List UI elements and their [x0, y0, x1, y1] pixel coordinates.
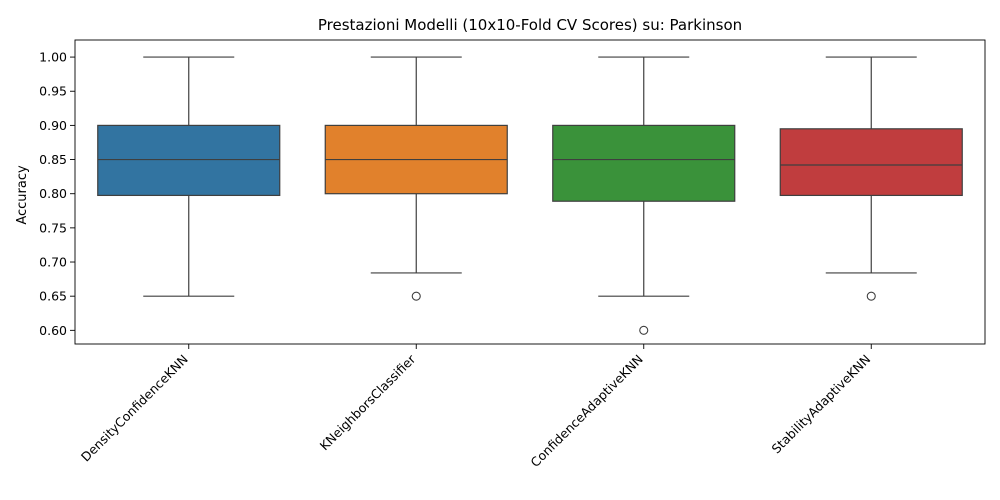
x-tick-label: StabilityAdaptiveKNN [768, 352, 873, 457]
y-tick-label: 0.60 [39, 323, 67, 338]
x-tick-label: DensityConfidenceKNN [78, 352, 191, 465]
plot-frame [74, 39, 986, 345]
box-StabilityAdaptiveKNN [779, 56, 963, 301]
outlier-point [639, 325, 649, 335]
y-tick-label: 0.85 [39, 152, 67, 167]
x-axis-ticks: DensityConfidenceKNN KNeighborsClassifier… [78, 344, 873, 470]
box-series [97, 56, 963, 335]
box-KNeighborsClassifier [324, 56, 508, 301]
y-axis-ticks: 0.60 0.65 0.70 0.75 0.80 0.85 0.90 0.95 1.00 [39, 50, 75, 338]
y-axis-label: Accuracy [15, 165, 30, 225]
y-tick-label: 0.80 [39, 186, 67, 201]
y-tick-label: 0.65 [39, 289, 67, 304]
outlier-point [411, 291, 421, 301]
chart-title: Prestazioni Modelli (10x10-Fold CV Score… [318, 16, 742, 34]
x-tick-label: ConfidenceAdaptiveKNN [527, 352, 645, 470]
outlier-point [866, 291, 876, 301]
y-tick-label: 1.00 [39, 50, 67, 65]
box-ConfidenceAdaptiveKNN [552, 56, 736, 335]
iqr-box [97, 124, 281, 197]
x-tick-label: KNeighborsClassifier [317, 351, 419, 453]
iqr-box [552, 124, 736, 202]
y-tick-label: 0.95 [39, 84, 67, 99]
y-tick-label: 0.75 [39, 220, 67, 235]
box-DensityConfidenceKNN [97, 56, 281, 297]
y-tick-label: 0.70 [39, 255, 67, 270]
iqr-box [779, 128, 963, 197]
y-tick-label: 0.90 [39, 118, 67, 133]
